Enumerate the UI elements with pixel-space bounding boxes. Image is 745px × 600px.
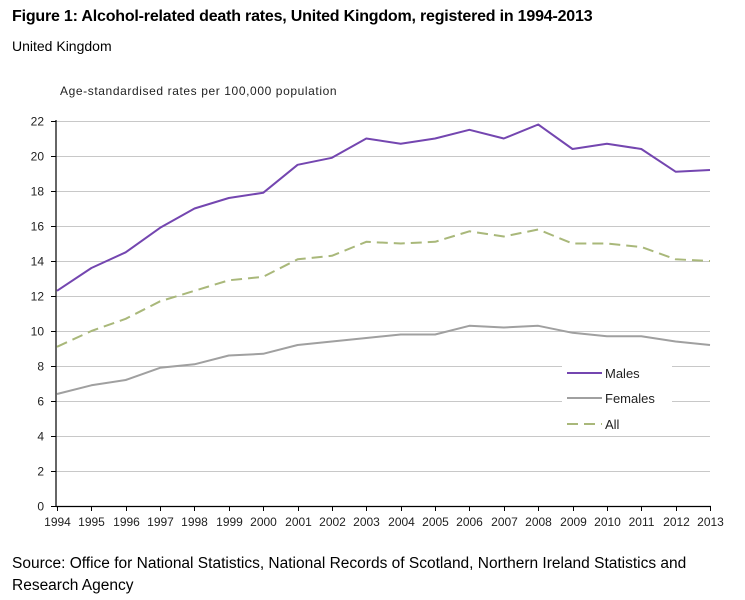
x-tick-label: 2009 — [560, 515, 587, 529]
x-tick-label: 2007 — [491, 515, 518, 529]
x-tick-label: 2000 — [250, 515, 277, 529]
x-tick-label: 2008 — [525, 515, 552, 529]
x-tick-label: 1994 — [44, 515, 71, 529]
gridlines — [56, 121, 710, 472]
figure-title: Figure 1: Alcohol-related death rates, U… — [12, 8, 593, 25]
legend-label-males: Males — [605, 366, 640, 381]
x-tick-label: 2004 — [388, 515, 415, 529]
line-chart: Age-standardised rates per 100,000 popul… — [31, 84, 725, 529]
y-axis-ticks: 0 2 4 6 8 10 12 14 16 18 20 22 — [31, 115, 56, 514]
legend-label-females: Females — [605, 391, 655, 406]
x-tick-label: 1996 — [113, 515, 140, 529]
y-tick-label: 10 — [31, 325, 45, 339]
legend: Males Females All — [562, 358, 672, 436]
y-axis-label: Age-standardised rates per 100,000 popul… — [60, 84, 337, 98]
x-tick-label: 1999 — [216, 515, 243, 529]
y-tick-label: 0 — [37, 500, 44, 514]
x-tick-label: 2012 — [663, 515, 690, 529]
y-tick-label: 14 — [31, 255, 45, 269]
y-tick-label: 22 — [31, 115, 45, 129]
x-tick-label: 2003 — [353, 515, 380, 529]
y-tick-label: 18 — [31, 185, 45, 199]
x-tick-label: 2006 — [456, 515, 483, 529]
x-tick-label: 1998 — [181, 515, 208, 529]
x-tick-label: 2011 — [629, 515, 655, 529]
y-tick-label: 20 — [31, 150, 45, 164]
series-line-males — [56, 123, 711, 292]
x-axis-ticks: 1994 1995 1996 1997 1998 1999 2000 2001 2002 2003… — [44, 506, 724, 529]
x-tick-label: 1995 — [78, 515, 105, 529]
y-tick-label: 8 — [37, 360, 44, 374]
y-tick-label: 4 — [37, 430, 44, 444]
x-tick-label: 2013 — [697, 515, 724, 529]
x-tick-label: 2001 — [285, 515, 312, 529]
y-tick-label: 16 — [31, 220, 45, 234]
series-line-all — [56, 228, 711, 348]
figure-subtitle: United Kingdom — [12, 38, 112, 54]
source-note: Source: Office for National Statistics, … — [12, 555, 687, 594]
legend-label-all: All — [605, 417, 620, 432]
x-tick-label: 2002 — [319, 515, 346, 529]
y-tick-label: 2 — [37, 465, 44, 479]
x-tick-label: 2005 — [422, 515, 449, 529]
y-tick-label: 6 — [37, 395, 44, 409]
series-line-females — [56, 324, 711, 395]
x-tick-label: 2010 — [594, 515, 621, 529]
y-tick-label: 12 — [31, 290, 45, 304]
series-lines — [56, 123, 711, 395]
x-tick-label: 1997 — [147, 515, 174, 529]
